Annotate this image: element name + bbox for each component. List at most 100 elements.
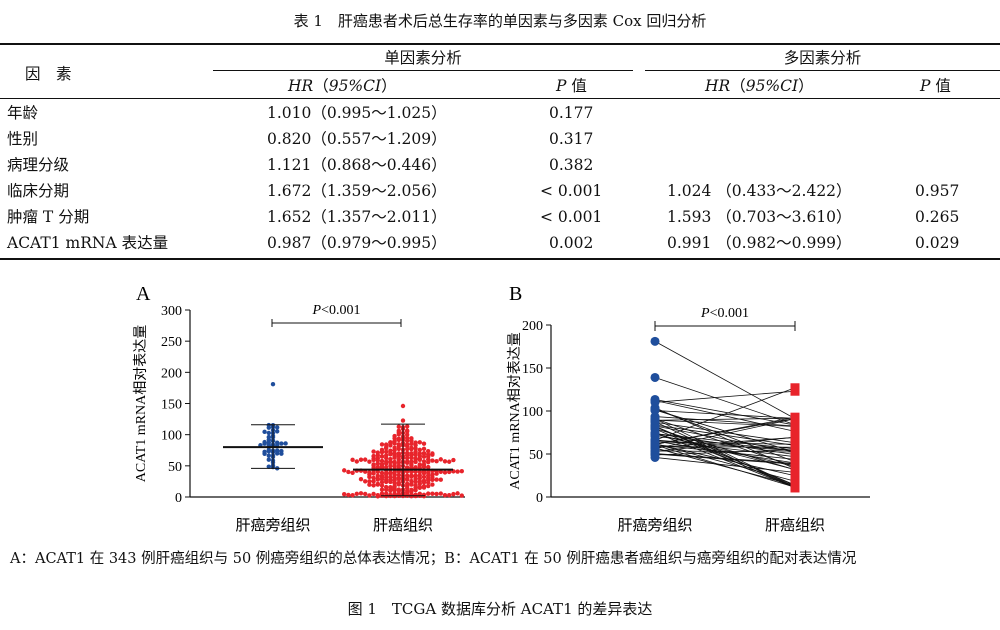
data-point bbox=[363, 491, 368, 497]
data-point bbox=[367, 459, 372, 464]
table-row-uni-p: 0.177 bbox=[549, 104, 594, 122]
data-point bbox=[396, 424, 401, 429]
factor-header: 因 素 bbox=[25, 65, 72, 83]
data-point bbox=[405, 432, 410, 437]
y-tick-label: 100 bbox=[522, 405, 543, 420]
pair-line bbox=[654, 390, 796, 403]
data-point bbox=[430, 472, 435, 477]
data-point bbox=[375, 481, 380, 487]
table-row-uni-hr: 0.987（0.979～0.995） bbox=[267, 234, 447, 252]
data-point bbox=[266, 457, 271, 462]
data-point bbox=[358, 457, 364, 462]
table-row-multi-hr: 1.024 （0.433～2.422） bbox=[667, 182, 852, 200]
data-point bbox=[400, 418, 406, 423]
data-point bbox=[421, 441, 427, 446]
pair-line bbox=[654, 409, 796, 453]
y-axis-label: ACAT1 mRNA相对表达量 bbox=[133, 325, 149, 483]
data-point bbox=[426, 483, 431, 489]
table-row-multi-p: 0.957 bbox=[915, 182, 960, 200]
data-point bbox=[459, 493, 464, 498]
x-tick-label: 肝癌组织 bbox=[373, 517, 433, 534]
data-point bbox=[417, 479, 422, 484]
data-point bbox=[350, 493, 355, 498]
data-point bbox=[371, 449, 376, 454]
data-point bbox=[417, 491, 422, 496]
data-point bbox=[442, 493, 448, 498]
data-point bbox=[405, 481, 410, 487]
data-point bbox=[790, 439, 800, 449]
data-point bbox=[379, 491, 385, 496]
data-point bbox=[266, 464, 271, 469]
table-row-factor: 肿瘤 T 分期 bbox=[7, 208, 90, 226]
data-point bbox=[413, 492, 418, 497]
data-point bbox=[392, 459, 397, 465]
data-point bbox=[434, 491, 439, 497]
y-tick-label: 300 bbox=[161, 304, 182, 319]
y-tick-label: 150 bbox=[522, 362, 543, 377]
table-row-uni-p: < 0.001 bbox=[540, 208, 603, 226]
table-header-rule bbox=[0, 98, 1000, 99]
pair-line bbox=[654, 453, 796, 464]
x-tick-label: 肝癌旁组织 bbox=[235, 517, 310, 534]
data-point bbox=[417, 462, 422, 467]
pair-line bbox=[654, 457, 796, 473]
data-point bbox=[421, 462, 427, 467]
table-row-multi-hr: 1.593 （0.703～3.610） bbox=[667, 208, 852, 226]
data-point bbox=[379, 454, 385, 459]
table-bottom-rule bbox=[0, 258, 1000, 260]
data-point bbox=[350, 470, 355, 475]
figure-title: 图 1 TCGA 数据库分析 ACAT1 的差异表达 bbox=[347, 600, 653, 618]
data-point bbox=[650, 415, 660, 425]
data-point bbox=[421, 446, 427, 452]
data-point bbox=[405, 442, 410, 447]
data-point bbox=[421, 478, 427, 483]
data-point bbox=[650, 452, 660, 462]
pair-line bbox=[654, 439, 796, 458]
data-point bbox=[426, 452, 431, 457]
data-point bbox=[650, 397, 660, 407]
uni-hr-header: HR（95%CI） bbox=[288, 77, 397, 95]
data-point bbox=[266, 453, 271, 458]
data-point bbox=[384, 459, 389, 464]
pair-line bbox=[654, 432, 796, 489]
data-point bbox=[409, 487, 414, 493]
data-point bbox=[388, 463, 393, 469]
data-point bbox=[442, 459, 448, 464]
data-point bbox=[396, 457, 401, 462]
table-row-multi-p: 0.029 bbox=[915, 234, 960, 252]
pair-line bbox=[654, 441, 796, 445]
multi-hr-header: HR（95%CI） bbox=[705, 77, 814, 95]
table-row-uni-p: < 0.001 bbox=[540, 182, 603, 200]
data-point bbox=[421, 474, 427, 480]
table-row-factor: ACAT1 mRNA 表达量 bbox=[7, 234, 169, 252]
data-point bbox=[392, 445, 397, 451]
table-row-uni-p: 0.382 bbox=[549, 156, 594, 174]
data-point bbox=[396, 475, 401, 481]
pair-line bbox=[654, 418, 796, 468]
data-point bbox=[379, 483, 385, 488]
data-point bbox=[371, 462, 376, 467]
data-point bbox=[430, 491, 435, 496]
data-point bbox=[451, 491, 456, 497]
data-point bbox=[790, 420, 800, 430]
table-row-uni-hr: 1.652（1.357～2.011） bbox=[267, 208, 447, 226]
data-point bbox=[790, 454, 800, 464]
data-point bbox=[375, 464, 380, 470]
data-point bbox=[342, 492, 347, 497]
data-point bbox=[392, 483, 397, 489]
pair-line bbox=[654, 453, 796, 465]
data-point bbox=[262, 449, 267, 455]
data-point bbox=[430, 482, 435, 487]
y-tick-label: 100 bbox=[161, 429, 182, 444]
y-tick-label: 0 bbox=[536, 491, 543, 506]
data-point bbox=[342, 468, 347, 473]
pair-line bbox=[654, 444, 796, 488]
data-point bbox=[430, 451, 435, 456]
data-point bbox=[421, 492, 427, 498]
data-point bbox=[363, 479, 368, 484]
data-point bbox=[262, 439, 267, 445]
table-row-factor: 性别 bbox=[7, 130, 39, 148]
table-top-rule bbox=[0, 43, 1000, 45]
